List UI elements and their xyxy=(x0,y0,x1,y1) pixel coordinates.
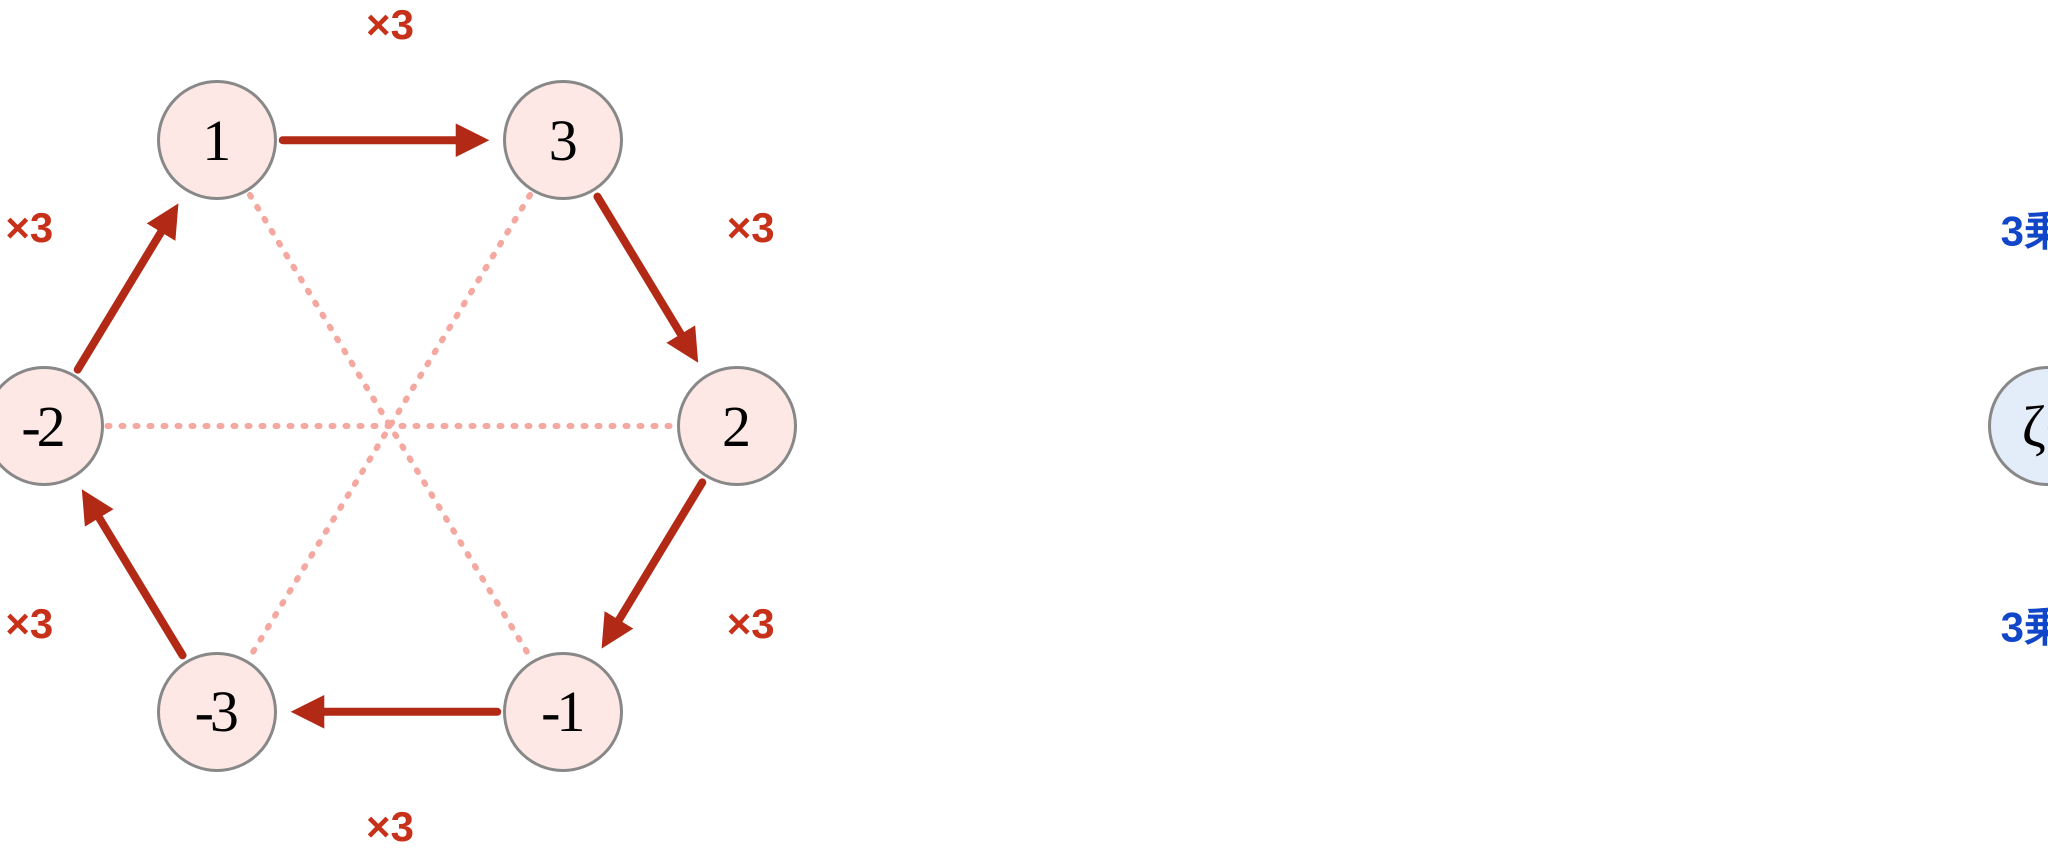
edge-label: ×3 xyxy=(366,803,414,851)
node-2: 2 xyxy=(677,366,797,486)
node-3: 3 xyxy=(503,80,623,200)
left-hexagon-panel: ×3×3×3×3×3×3-2132-1-3 xyxy=(0,0,1024,853)
edge-label: 3乗 xyxy=(2001,197,2048,258)
right-hexagon-panel: 3乗3乗3乗3乗3乗3乗ζ-2ζ1ζ3ζ2ζ-1ζ-3 xyxy=(1024,0,2048,853)
node-1: 1 xyxy=(157,80,277,200)
edge-arrow xyxy=(87,498,182,656)
edge-arrow xyxy=(78,212,173,370)
right-lines-svg xyxy=(1024,0,2048,853)
edge-label: ×3 xyxy=(5,204,53,252)
edge-label: ×3 xyxy=(727,204,775,252)
node-neg1: -1 xyxy=(503,652,623,772)
edge-arrow xyxy=(597,197,692,355)
edge-label: ×3 xyxy=(366,1,414,49)
node-neg3: -3 xyxy=(157,652,277,772)
edge-arrow xyxy=(607,482,702,640)
edge-label: 3乗 xyxy=(2001,594,2048,655)
edge-label: ×3 xyxy=(727,600,775,648)
diagram-container: ×3×3×3×3×3×3-2132-1-3 3乗3乗3乗3乗3乗3乗ζ-2ζ1ζ… xyxy=(0,0,2048,853)
edge-label: ×3 xyxy=(5,600,53,648)
